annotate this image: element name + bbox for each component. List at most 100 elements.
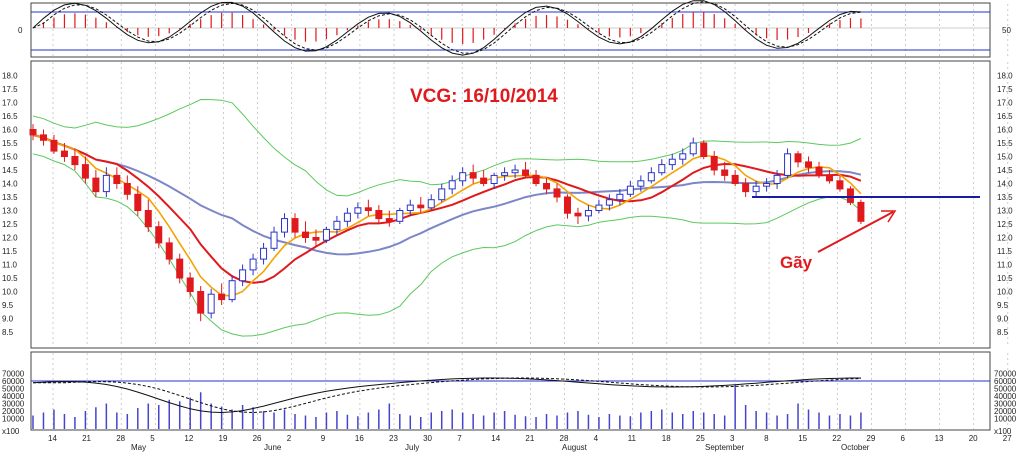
- candle-body: [846, 188, 854, 203]
- candle-body: [668, 158, 676, 166]
- x-tick-day: 11: [628, 434, 637, 443]
- oscillator-tick-left: 0: [18, 26, 23, 35]
- ma-mid-line: [32, 133, 862, 284]
- x-tick-day: 2: [287, 434, 292, 443]
- candle-body: [857, 201, 865, 222]
- candle-body: [637, 180, 645, 187]
- x-tick-day: 3: [730, 434, 735, 443]
- x-tick-day: 30: [423, 434, 432, 443]
- candle-body: [239, 269, 247, 282]
- price-tick-left: 13.0: [2, 207, 18, 216]
- candle-body: [501, 172, 509, 176]
- candle-body: [134, 193, 142, 212]
- grid-layer: [52, 4, 1009, 429]
- volume-tick-right: 70000: [994, 370, 1017, 379]
- x-tick-day: 5: [150, 434, 155, 443]
- bollinger-upper: [32, 98, 862, 197]
- annotation-arrow-head: [881, 210, 897, 223]
- volume-tick-left: 20000: [2, 407, 25, 416]
- candle-body: [364, 207, 372, 212]
- candle-body: [742, 183, 750, 193]
- price-tick-right: 14.0: [997, 180, 1013, 189]
- x-tick-day: 21: [525, 434, 534, 443]
- price-tick-right: 17.0: [997, 99, 1013, 108]
- candle-body: [700, 142, 708, 157]
- volume-tick-left: 60000: [2, 377, 25, 386]
- candle-body: [679, 153, 687, 160]
- candle-body: [155, 226, 163, 244]
- price-tick-left: 13.5: [2, 193, 18, 202]
- candle-body: [427, 199, 435, 209]
- candle-body: [532, 174, 540, 184]
- candle-body: [543, 183, 551, 190]
- price-tick-left: 12.5: [2, 220, 18, 229]
- price-tick-left: 10.0: [2, 288, 18, 297]
- oscillator-panel: [30, 2, 991, 58]
- price-tick-left: 11.0: [2, 261, 18, 270]
- candle-body: [459, 172, 467, 182]
- candle-body: [752, 185, 760, 193]
- candle-body: [595, 204, 603, 212]
- candle-layer: [29, 124, 865, 322]
- candle-body: [260, 247, 268, 260]
- candle-body: [343, 212, 351, 222]
- candle-body: [29, 129, 37, 136]
- price-tick-left: 16.5: [2, 112, 18, 121]
- volume-unit-right: x100: [994, 427, 1012, 436]
- candle-body: [553, 188, 561, 198]
- x-tick-month: September: [705, 443, 744, 452]
- price-tick-right: 18.0: [997, 72, 1013, 81]
- candle-body: [721, 169, 729, 176]
- price-tick-left: 12.0: [2, 234, 18, 243]
- candle-body: [333, 220, 341, 230]
- ma-fast-line: [32, 134, 862, 297]
- price-tick-right: 12.0: [997, 234, 1013, 243]
- candle-body: [773, 174, 781, 184]
- x-tick-day: 9: [321, 434, 326, 443]
- x-tick-day: 4: [594, 434, 599, 443]
- candle-body: [291, 218, 299, 233]
- candle-body: [616, 193, 624, 201]
- x-tick-day: 12: [184, 434, 193, 443]
- volume-unit-left: x100: [2, 427, 20, 436]
- x-tick-day: 18: [662, 434, 671, 443]
- candle-body: [647, 172, 655, 182]
- x-tick-day: 8: [764, 434, 769, 443]
- price-tick-right: 14.5: [997, 166, 1013, 175]
- moving-average-layer: [32, 133, 862, 297]
- volume-tick-left: 30000: [2, 400, 25, 409]
- price-tick-right: 13.0: [997, 207, 1013, 216]
- candle-body: [322, 228, 330, 241]
- volume-tick-left: 40000: [2, 392, 25, 401]
- price-tick-left: 15.5: [2, 139, 18, 148]
- candle-body: [605, 199, 613, 206]
- candle-body: [658, 164, 666, 174]
- candle-body: [144, 210, 152, 228]
- candle-body: [584, 210, 592, 217]
- candle-body: [836, 180, 844, 190]
- x-tick-day: 27: [1003, 434, 1012, 443]
- candle-body: [784, 153, 792, 176]
- candle-body: [197, 291, 205, 314]
- candle-body: [396, 210, 404, 222]
- x-tick-day: 28: [560, 434, 569, 443]
- price-tick-left: 10.5: [2, 274, 18, 283]
- chart-title: VCG: 16/10/2014: [410, 86, 558, 107]
- volume-tick-right: 60000: [994, 377, 1017, 386]
- volume-panel: [30, 351, 991, 431]
- x-tick-day: 26: [253, 434, 262, 443]
- volume-tick-left: 70000: [2, 370, 25, 379]
- candle-body: [71, 156, 79, 166]
- price-panel: [30, 60, 991, 349]
- x-tick-day: 25: [696, 434, 705, 443]
- x-tick-day: 29: [866, 434, 875, 443]
- price-tick-left: 9.5: [2, 301, 14, 310]
- bollinger-lower: [32, 153, 862, 337]
- price-tick-right: 15.0: [997, 153, 1013, 162]
- candle-body: [102, 174, 110, 193]
- price-tick-right: 16.5: [997, 112, 1013, 121]
- volume-ma-line: [32, 377, 861, 414]
- candle-body: [165, 242, 173, 260]
- x-tick-month: May: [131, 443, 146, 452]
